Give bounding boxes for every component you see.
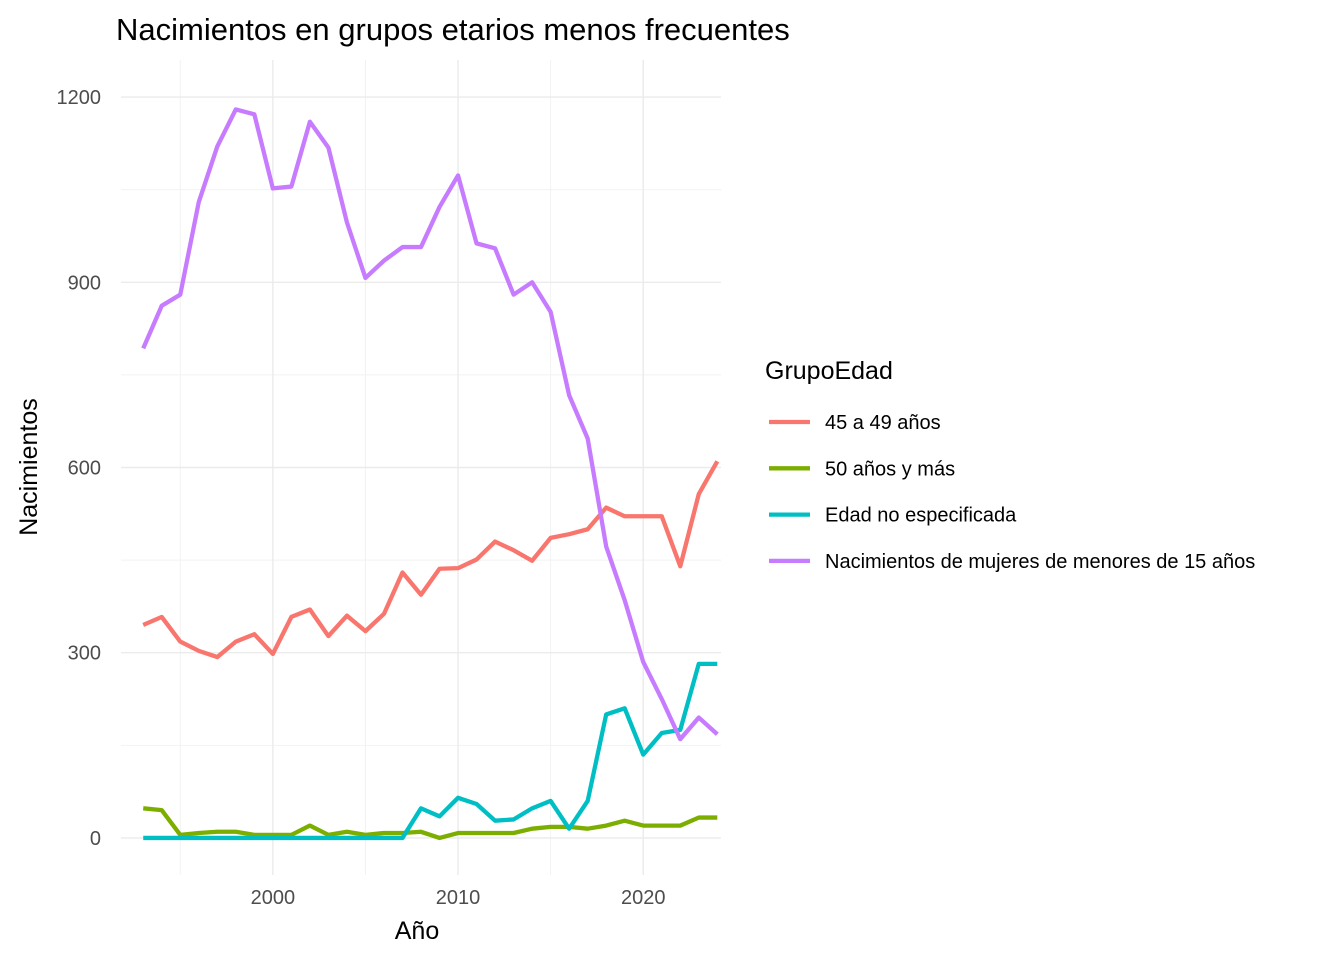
series-line-3 [143,661,718,841]
series-line-4 [141,107,719,742]
y-tick-label: 1200 [57,87,102,109]
legend: GrupoEdad 45 a 49 años 50 años y más Edad … [765,357,1255,573]
x-tick-label: 2010 [436,887,481,909]
x-tick-label: 2000 [251,887,296,909]
series-line-1 [142,460,720,660]
y-axis-title: Nacimientos [15,398,43,536]
series-line-2 [143,806,718,841]
y-tick-label: 0 [90,828,101,850]
x-axis-title: Año [395,917,439,945]
grid [121,60,721,875]
legend-label-1: 45 a 49 años [825,412,941,434]
legend-items: 45 a 49 años 50 años y más Edad no especif… [769,412,1255,573]
y-tick-label: 300 [68,643,101,665]
legend-label-3: Edad no especificada [825,505,1017,527]
chart-title: Nacimientos en grupos etarios menos frec… [116,12,790,47]
y-tick-label: 900 [68,272,101,294]
legend-label-2: 50 años y más [825,458,955,480]
x-axis-ticks: 2000 2010 2020 [251,887,666,909]
legend-label-4: Nacimientos de mujeres de menores de 15 … [825,551,1255,573]
series-layer [141,107,720,841]
legend-title: GrupoEdad [765,357,893,385]
y-tick-label: 600 [68,458,101,480]
x-tick-label: 2020 [621,887,666,909]
y-axis-ticks: 0 300 600 900 1200 [57,87,102,850]
